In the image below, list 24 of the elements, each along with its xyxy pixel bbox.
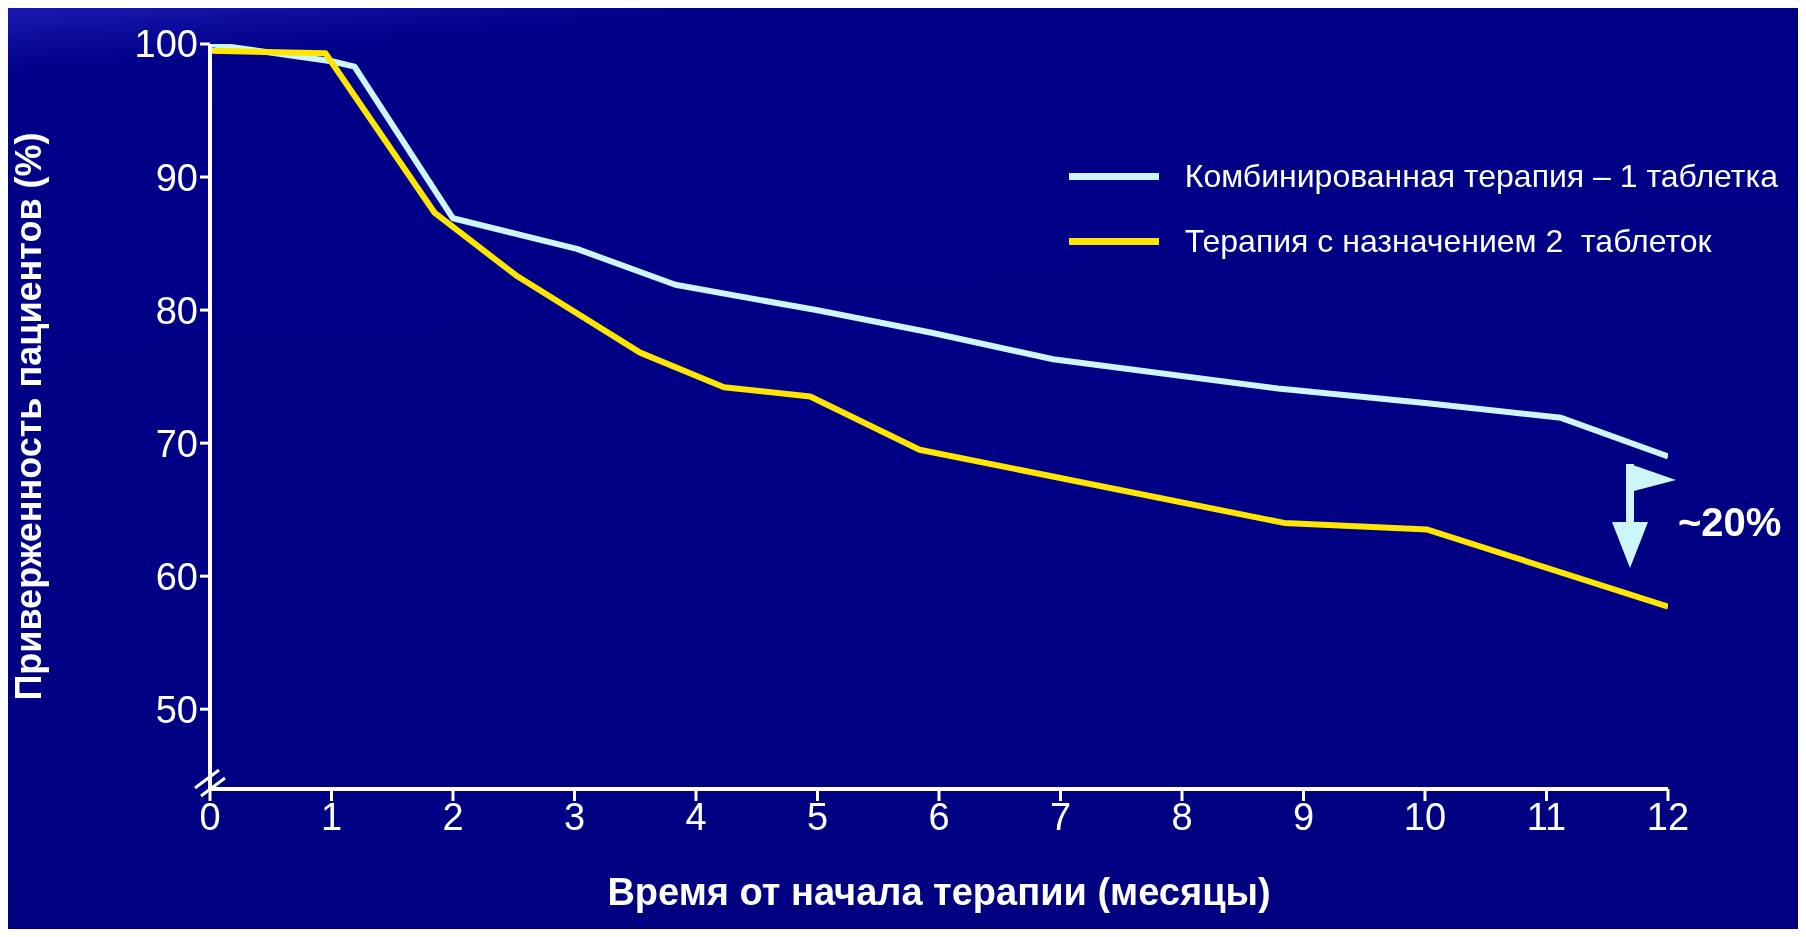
x-tick-label: 1 bbox=[320, 795, 343, 838]
text: ~20% bbox=[1678, 500, 1782, 545]
y-axis-title: Приверженность пациентов (%) bbox=[7, 132, 49, 701]
legend-label: Комбинированная терапия – 1 таблетка bbox=[1184, 158, 1778, 195]
x-tick-label: 5 bbox=[806, 795, 829, 838]
y-tick-label: 70 bbox=[155, 422, 198, 465]
x-tick-label: 12 bbox=[1646, 795, 1690, 838]
x-tick-label: 6 bbox=[928, 795, 950, 838]
x-tick-label: 11 bbox=[1526, 795, 1567, 838]
x-tick-label: 3 bbox=[563, 795, 586, 838]
x-tick-label: 7 bbox=[1049, 795, 1072, 838]
y-tick-label: 60 bbox=[155, 555, 198, 598]
y-tick-label: 80 bbox=[155, 289, 198, 332]
y-tick-label: 90 bbox=[155, 156, 198, 199]
legend-label: Терапия с назначением 2 таблеток bbox=[1184, 223, 1712, 260]
x-tick-label: 4 bbox=[685, 795, 707, 838]
x-tick-label: 0 bbox=[199, 795, 221, 838]
y-tick-label: 50 bbox=[155, 688, 198, 731]
x-axis-title: Время от начала терапии (месяцы) bbox=[607, 871, 1271, 913]
x-tick-label: 2 bbox=[442, 795, 464, 838]
x-tick-label: 9 bbox=[1292, 795, 1315, 838]
y-tick-label: 100 bbox=[134, 23, 198, 66]
x-tick-label: 8 bbox=[1171, 795, 1193, 838]
x-tick-label: 10 bbox=[1403, 795, 1447, 838]
